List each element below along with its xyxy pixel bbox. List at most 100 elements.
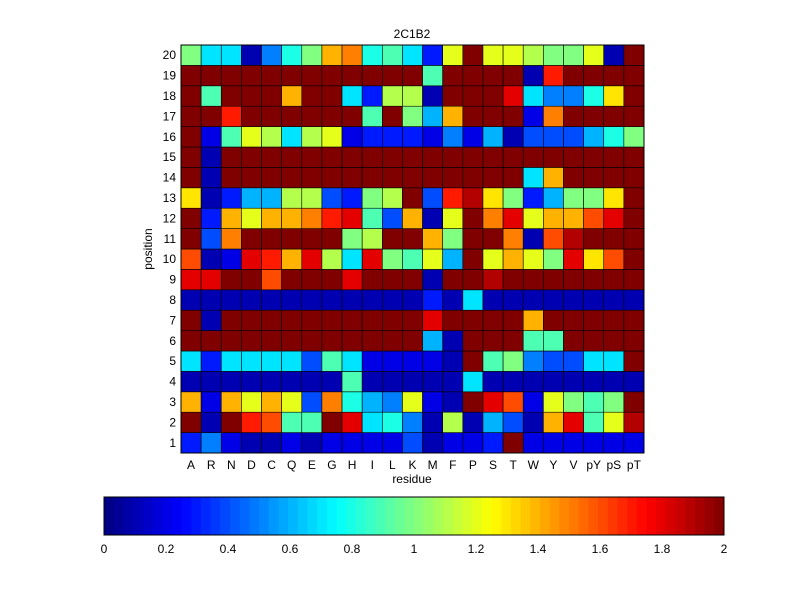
heatmap-cell <box>583 248 605 270</box>
heatmap-cell <box>281 371 303 393</box>
heatmap-cell <box>321 228 343 250</box>
colorbar-swatch <box>210 497 221 535</box>
colorbar-swatch <box>607 497 618 535</box>
colorbar-tick-label: 1.2 <box>468 542 485 556</box>
heatmap-cell <box>341 187 363 209</box>
heatmap-cell <box>502 44 524 66</box>
colorbar-swatch <box>336 497 347 535</box>
heatmap-cell <box>482 187 504 209</box>
heatmap-cell <box>200 330 222 352</box>
heatmap-cell <box>220 228 242 250</box>
colorbar-swatch <box>665 497 676 535</box>
heatmap-cell <box>563 371 584 393</box>
colorbar-swatch <box>443 497 454 535</box>
heatmap-cell <box>381 289 403 311</box>
heatmap-cell <box>180 391 202 413</box>
heatmap-cell <box>482 126 504 148</box>
heatmap-cell <box>623 85 645 107</box>
heatmap-cell <box>462 187 484 209</box>
heatmap-cell <box>281 228 303 250</box>
colorbar-swatch <box>549 497 560 535</box>
colorbar-swatch <box>627 497 638 535</box>
colorbar-swatch <box>423 497 434 535</box>
heatmap-cell <box>502 65 524 87</box>
heatmap-cell <box>462 309 484 331</box>
heatmap-cell <box>522 228 544 250</box>
heatmap-cell <box>241 85 262 107</box>
colorbar-swatch <box>375 497 386 535</box>
heatmap-cell <box>301 330 323 352</box>
heatmap-cell <box>241 228 262 250</box>
heatmap-cell <box>482 105 504 127</box>
heatmap-cell <box>583 289 605 311</box>
heatmap-cell <box>301 105 323 127</box>
heatmap-cell <box>321 146 343 168</box>
heatmap-cell <box>301 411 323 433</box>
heatmap-cell <box>422 126 444 148</box>
chart-title: 2C1B2 <box>394 27 431 41</box>
heatmap-cell <box>361 228 383 250</box>
heatmap-cell <box>462 371 484 393</box>
heatmap-cell <box>261 65 282 87</box>
heatmap-cell <box>220 269 242 291</box>
heatmap-cell <box>482 371 504 393</box>
colorbar-swatch <box>394 497 405 535</box>
heatmap-cell <box>341 330 363 352</box>
colorbar-swatch <box>559 497 570 535</box>
heatmap-cell <box>563 187 584 209</box>
heatmap-cell <box>402 371 423 393</box>
colorbar-swatch <box>588 497 599 535</box>
heatmap-cell <box>482 269 504 291</box>
heatmap-cell <box>241 371 262 393</box>
heatmap-cell <box>180 330 202 352</box>
heatmap-cell <box>563 289 584 311</box>
heatmap-cell <box>402 105 423 127</box>
heatmap-cell <box>301 309 323 331</box>
heatmap-cell <box>281 289 303 311</box>
heatmap-cell <box>603 350 625 372</box>
heatmap-cell <box>301 432 323 454</box>
heatmap-cell <box>200 167 222 189</box>
heatmap-cell <box>603 309 625 331</box>
heatmap-cell <box>482 391 504 413</box>
heatmap-cell <box>563 269 584 291</box>
heatmap-cell <box>543 391 564 413</box>
heatmap-cell <box>583 309 605 331</box>
heatmap-cell <box>361 167 383 189</box>
heatmap-cell <box>442 44 464 66</box>
heatmap-cell <box>563 167 584 189</box>
heatmap-cell <box>321 248 343 270</box>
heatmap-cell <box>543 85 564 107</box>
x-tick-label: W <box>528 458 540 472</box>
heatmap-cell <box>261 432 282 454</box>
heatmap-cell <box>341 248 363 270</box>
heatmap-cell <box>180 411 202 433</box>
colorbar-swatch <box>365 497 376 535</box>
heatmap-cell <box>200 269 222 291</box>
heatmap-cell <box>220 146 242 168</box>
heatmap-cell <box>261 350 282 372</box>
heatmap-cell <box>442 432 464 454</box>
heatmap-cell <box>422 289 444 311</box>
heatmap-cell <box>442 167 464 189</box>
heatmap-cell <box>462 85 484 107</box>
heatmap-cell <box>603 228 625 250</box>
heatmap-cell <box>442 228 464 250</box>
heatmap-cell <box>482 432 504 454</box>
heatmap-cell <box>482 309 504 331</box>
heatmap-cell <box>281 309 303 331</box>
heatmap-cell <box>603 126 625 148</box>
y-tick-label: 13 <box>163 191 177 205</box>
heatmap-cell <box>220 391 242 413</box>
heatmap-cell <box>180 167 202 189</box>
heatmap-cell <box>341 228 363 250</box>
heatmap-cell <box>381 167 403 189</box>
heatmap-cell <box>241 309 262 331</box>
heatmap-cell <box>321 269 343 291</box>
heatmap-cell <box>543 105 564 127</box>
heatmap-cell <box>543 269 564 291</box>
heatmap-cell <box>442 371 464 393</box>
heatmap-cell <box>502 269 524 291</box>
x-tick-label: D <box>247 458 256 472</box>
heatmap-cell <box>402 146 423 168</box>
